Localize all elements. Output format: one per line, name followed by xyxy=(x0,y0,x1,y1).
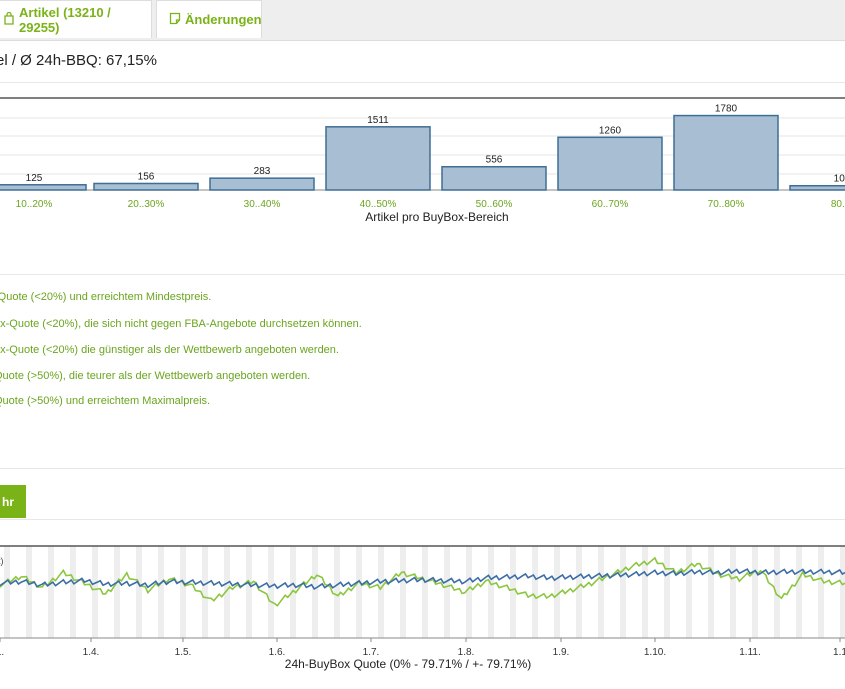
bar-5 xyxy=(557,136,663,191)
tab-bar: Artikel (13210 / 29255) Änderungen xyxy=(0,0,845,41)
weekend-band xyxy=(92,546,98,638)
weekend-band xyxy=(290,546,296,638)
bar-0 xyxy=(0,184,87,191)
weekend-band xyxy=(26,546,32,638)
weekend-band xyxy=(532,546,538,638)
bag-icon xyxy=(3,11,15,28)
bar-4 xyxy=(441,165,547,191)
x-tick-label: 1.11. xyxy=(739,647,761,658)
divider xyxy=(0,82,845,83)
weekend-band xyxy=(598,546,604,638)
bar-value-label: 125 xyxy=(26,173,43,184)
legend-item-minprice: -Quote (<20%) und erreichtem Mindestprei… xyxy=(0,291,212,303)
x-tick-label: 1.4. xyxy=(83,647,100,658)
weekend-band xyxy=(224,546,230,638)
more-button[interactable]: hr xyxy=(0,485,26,518)
weekend-band xyxy=(664,546,670,638)
x-tick-label: 1.6. xyxy=(269,647,286,658)
weekend-band xyxy=(378,546,384,638)
weekend-band xyxy=(752,546,758,638)
bar-2 xyxy=(209,177,315,191)
divider xyxy=(0,468,845,469)
weekend-band xyxy=(774,546,780,638)
bar-value-label: 1511 xyxy=(367,115,389,126)
bar-1 xyxy=(93,182,199,191)
weekend-band xyxy=(796,546,802,638)
x-tick-label: 1.10. xyxy=(644,647,666,658)
weekend-band xyxy=(488,546,494,638)
weekend-band xyxy=(466,546,472,638)
bar-category-label: 20..30% xyxy=(128,199,165,210)
bar-category-label: 80..9 xyxy=(831,199,845,210)
buybox-timeseries-svg: t) 1.1.4.1.5.1.6.1.7.1.8.1.9.1.10.1.11.1… xyxy=(0,545,845,671)
x-tick-label: 1.1 xyxy=(833,647,845,658)
tab-artikel-label: Artikel (13210 / 29255) xyxy=(19,4,111,35)
weekend-band xyxy=(576,546,582,638)
tab-artikel[interactable]: Artikel (13210 / 29255) xyxy=(0,0,152,38)
weekend-band xyxy=(70,546,76,638)
bar-category-label: 10..20% xyxy=(16,199,53,210)
weekend-band xyxy=(48,546,54,638)
x-tick-label: 1.9. xyxy=(553,647,570,658)
tab-aenderungen-label: Änderungen xyxy=(185,12,262,27)
bar-value-label: 1780 xyxy=(715,104,738,115)
weekend-band xyxy=(422,546,428,638)
weekend-band xyxy=(268,546,274,638)
x-tick-label: 1.7. xyxy=(363,647,380,658)
buybox-distribution-svg: 125 10..20% 156 20..30% 283 30..40% 1511 40..50… xyxy=(0,97,845,224)
weekend-band xyxy=(334,546,340,638)
weekend-band xyxy=(444,546,450,638)
bar-value-label: 283 xyxy=(254,166,271,177)
weekend-band xyxy=(818,546,824,638)
weekend-band xyxy=(4,546,10,638)
legend-item-maxprice: Quote (>50%) und erreichtem Maximalpreis… xyxy=(0,395,211,407)
bar-category-label: 50..60% xyxy=(476,199,513,210)
weekend-band xyxy=(400,546,406,638)
weekend-band xyxy=(158,546,164,638)
buybox-timeseries-chart: t) 1.1.4.1.5.1.6.1.7.1.8.1.9.1.10.1.11.1… xyxy=(0,544,845,684)
tab-aenderungen[interactable]: Änderungen xyxy=(156,0,262,38)
weekend-band xyxy=(356,546,362,638)
bar-value-label: 102 xyxy=(834,174,845,185)
divider xyxy=(0,274,845,275)
bar-value-label: 1260 xyxy=(599,125,622,136)
bar-category-label: 30..40% xyxy=(244,199,281,210)
weekend-band xyxy=(708,546,714,638)
weekend-band xyxy=(312,546,318,638)
bar-x-axis-label: Artikel pro BuyBox-Bereich xyxy=(365,210,508,224)
bar-6 xyxy=(673,114,779,191)
x-tick-label: 1.5. xyxy=(175,647,192,658)
weekend-band xyxy=(202,546,208,638)
legend-item-pricier: Quote (>50%), die teurer als der Wettbew… xyxy=(0,370,311,382)
ts-x-axis-label: 24h-BuyBox Quote (0% - 79.71% / +- 79.71… xyxy=(285,657,531,671)
legend-item-fba: ox-Quote (<20%), die sich nicht gegen FB… xyxy=(0,318,362,330)
note-icon xyxy=(169,12,181,28)
x-tick-label: 1. xyxy=(0,647,4,658)
bar-category-label: 60..70% xyxy=(592,199,629,210)
y-axis-label-partial: t) xyxy=(0,556,4,566)
weekend-band xyxy=(686,546,692,638)
buybox-summary: el / Ø 24h-BBQ: 67,15% xyxy=(0,52,157,69)
x-tick-label: 1.8. xyxy=(458,647,475,658)
weekend-band xyxy=(730,546,736,638)
bar-category-label: 70..80% xyxy=(708,199,745,210)
weekend-band xyxy=(114,546,120,638)
bar-value-label: 556 xyxy=(486,155,503,166)
bar-value-label: 156 xyxy=(138,171,155,182)
divider xyxy=(0,519,845,520)
weekend-band xyxy=(246,546,252,638)
legend-item-cheaper: ox-Quote (<20%) die günstiger als der We… xyxy=(0,344,339,356)
weekend-band xyxy=(620,546,626,638)
series-blue-line xyxy=(0,568,845,590)
bar-7 xyxy=(789,184,845,191)
weekend-band xyxy=(554,546,560,638)
weekend-band xyxy=(840,546,845,638)
weekend-band xyxy=(180,546,186,638)
weekend-band xyxy=(510,546,516,638)
buybox-distribution-chart: 125 10..20% 156 20..30% 283 30..40% 1511 40..50… xyxy=(0,96,845,226)
bar-category-label: 40..50% xyxy=(360,199,397,210)
weekend-band xyxy=(642,546,648,638)
bar-3 xyxy=(325,126,431,191)
weekend-band xyxy=(136,546,142,638)
